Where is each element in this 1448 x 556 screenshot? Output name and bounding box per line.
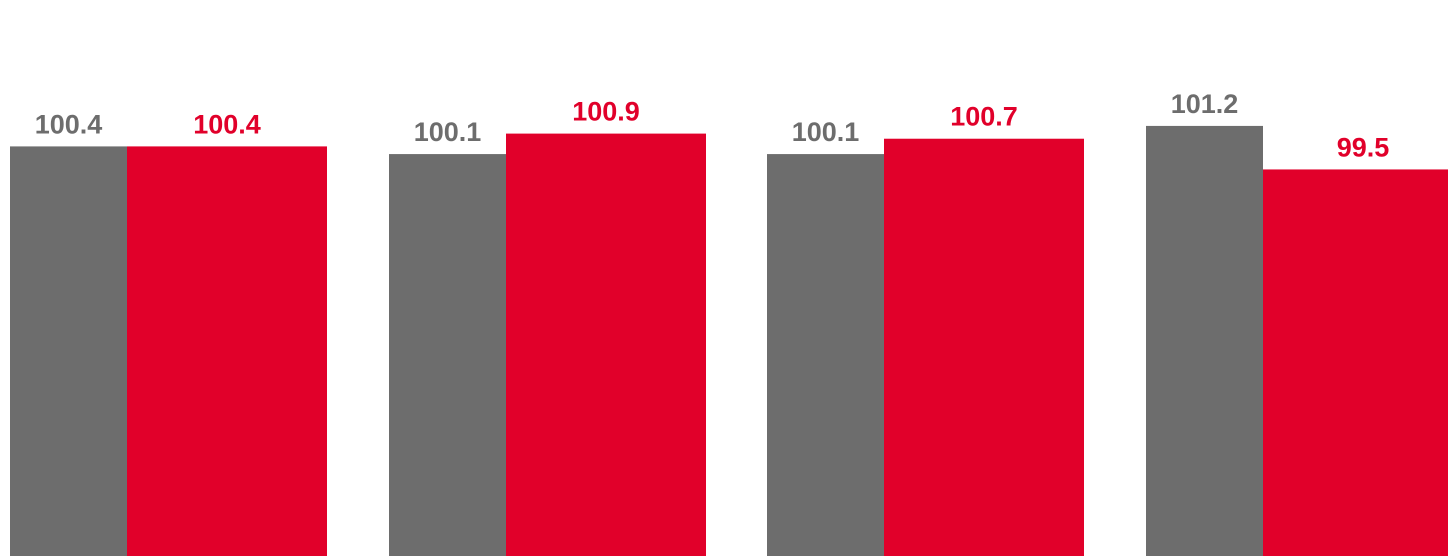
bar-series1-group2 (389, 154, 506, 556)
data-label-series2-group2: 100.9 (572, 97, 640, 127)
data-label-series2-group3: 100.7 (950, 102, 1018, 132)
bar-series2-group3 (884, 138, 1084, 556)
bar-series2-group4 (1263, 169, 1448, 556)
bars-layer (10, 125, 1448, 556)
data-label-series2-group1: 100.4 (193, 109, 261, 139)
data-label-series1-group4: 101.2 (1171, 89, 1239, 119)
data-label-series1-group3: 100.1 (792, 117, 860, 147)
data-label-series1-group2: 100.1 (414, 117, 482, 147)
data-label-series2-group4: 99.5 (1337, 132, 1390, 162)
data-label-series1-group1: 100.4 (35, 109, 103, 139)
bar-series1-group4 (1146, 125, 1263, 556)
bar-series2-group1 (127, 146, 327, 556)
bar-series1-group3 (767, 154, 884, 556)
bar-series2-group2 (506, 133, 706, 556)
bar-series1-group1 (10, 146, 127, 556)
value-labels-layer: 100.4 100.1 100.1 101.2 100.4 100.9 100.7 99.5 (35, 89, 1390, 163)
